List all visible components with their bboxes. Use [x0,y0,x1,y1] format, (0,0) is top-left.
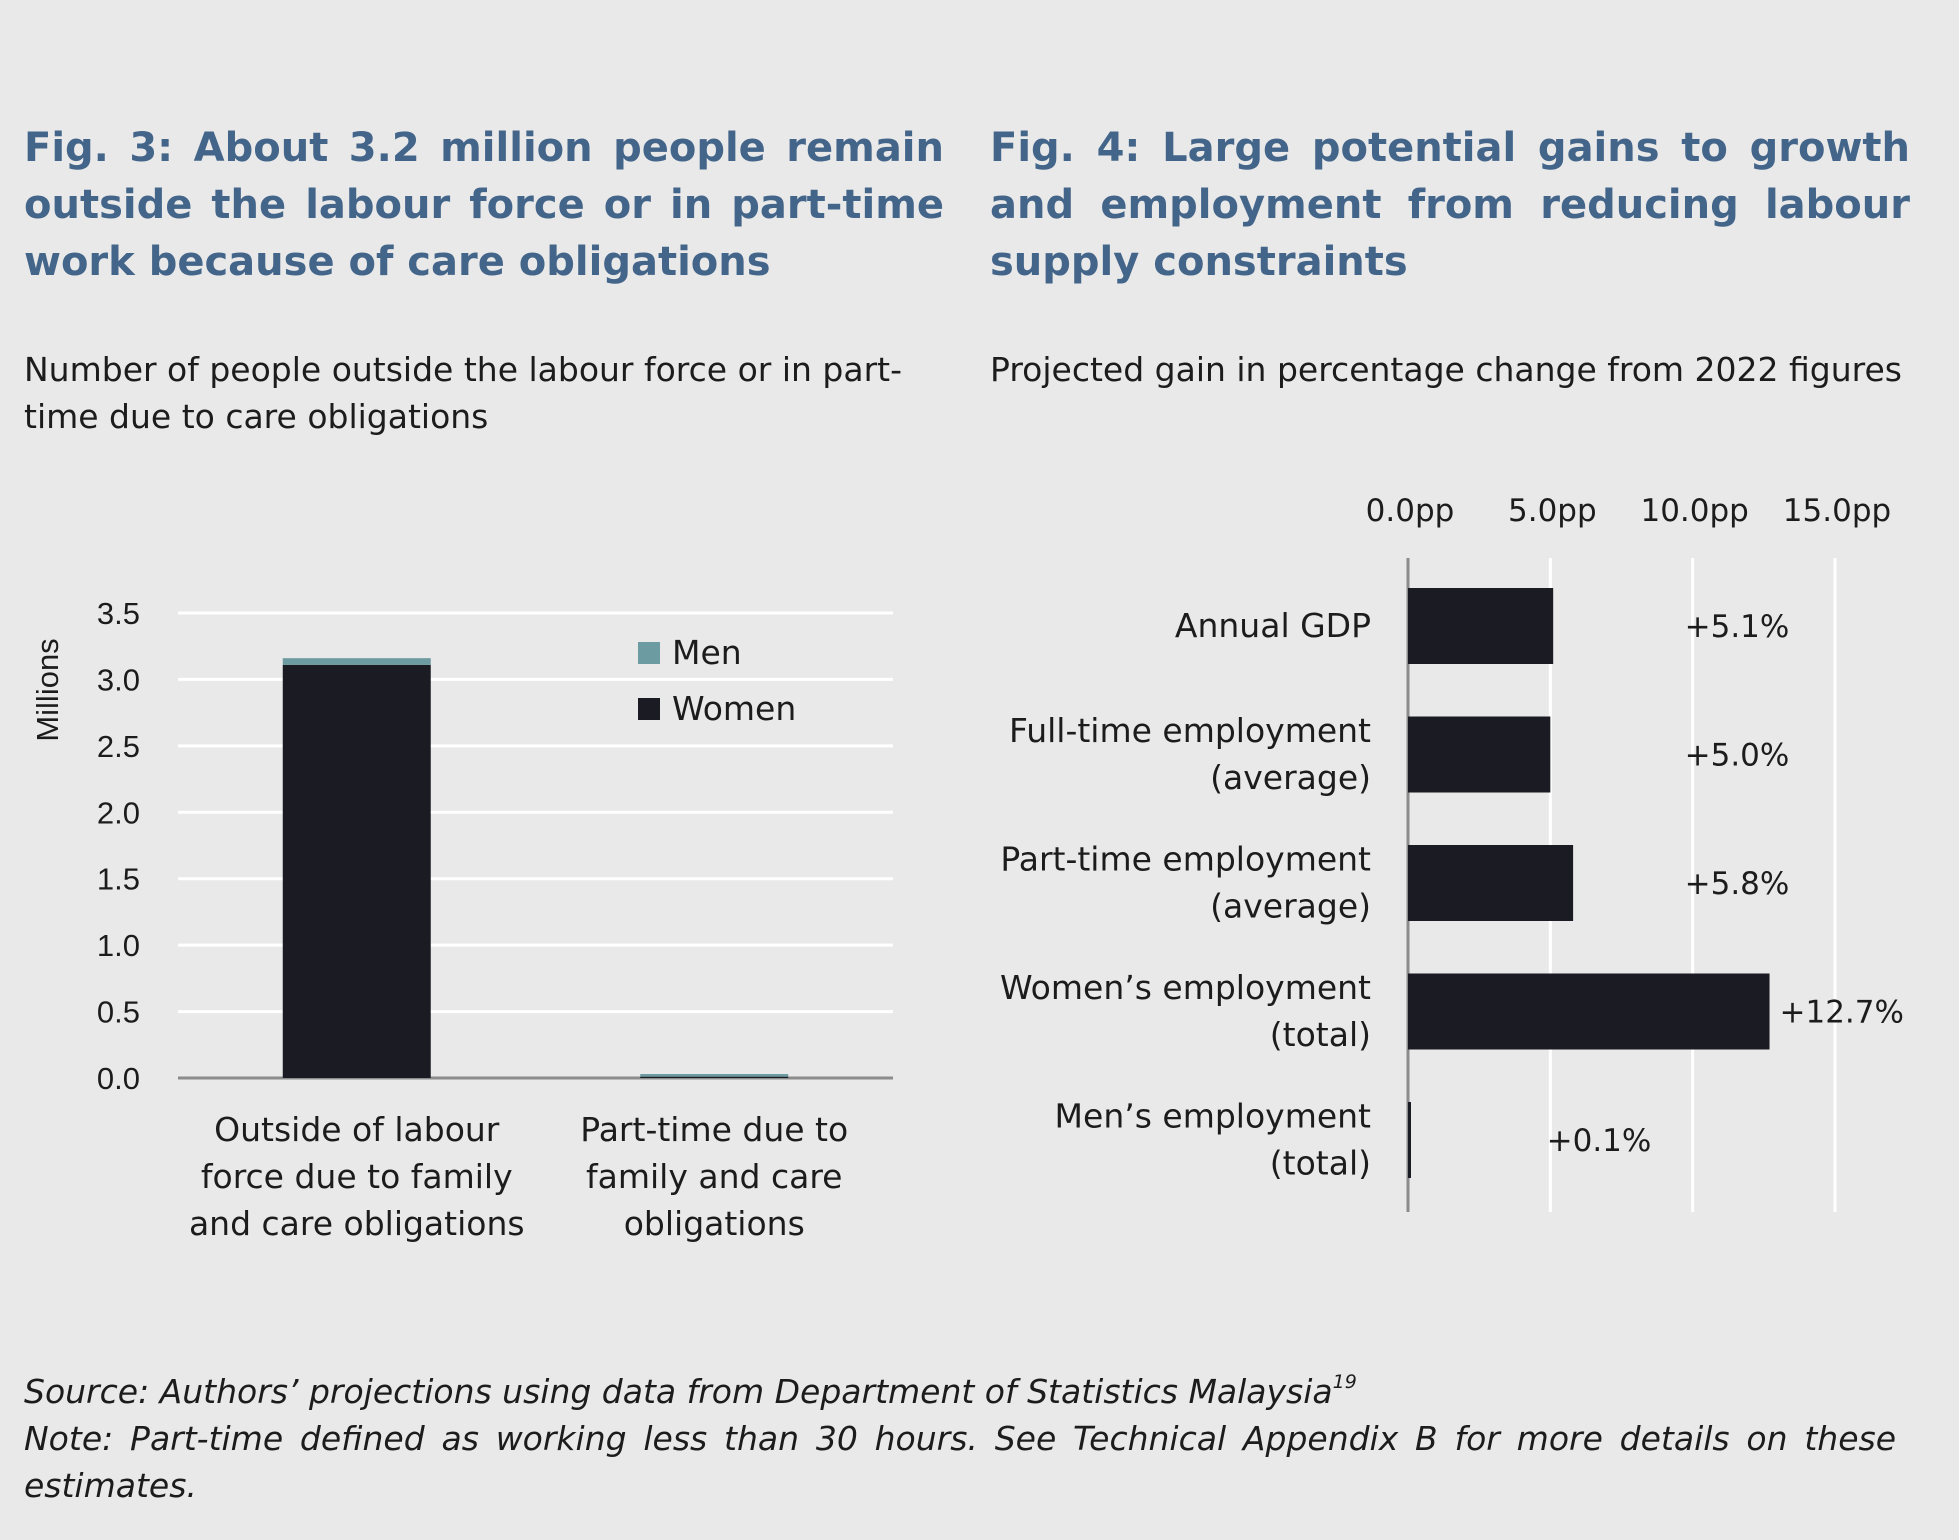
data-label: +12.7% [1780,995,1904,1031]
source-note: Source: Authors’ projections using data … [24,1368,1896,1415]
bar [1408,588,1554,664]
y-tick-label: 2.5 [97,729,140,764]
y-category-label: Full-time employment (average) [1009,711,1371,797]
data-label: +0.1% [1547,1123,1652,1159]
y-tick-label: 1.0 [97,928,140,963]
x-category-label: Outside of labour force due to family and … [189,1110,525,1243]
x-tick-label: 10.0pp [1640,493,1748,529]
y-tick-label: 2.0 [97,795,140,830]
x-category-label-line: force due to family [201,1157,513,1196]
y-category-label: Annual GDP [1175,606,1371,645]
fig4-horizontal-bar-chart: 0.0pp 5.0pp 10.0pp 15.0pp Annual GDP +5.1% Ful… [1000,493,1904,1212]
y-category-label-line: (total) [1270,1015,1371,1054]
chart-footer: Source: Authors’ projections using data … [24,1368,1896,1509]
y-tick-label: 3.0 [97,662,140,697]
source-text: Source: Authors’ projections using data … [24,1372,1333,1411]
x-category-label-line: and care obligations [189,1204,525,1243]
y-tick-label: 3.5 [97,596,140,631]
y-category-label-line: (average) [1210,758,1371,797]
y-category-label: Women’s employment (total) [1000,968,1371,1054]
footnote: Note: Part-time defined as working less … [24,1419,1896,1505]
fig3-title: Fig. 3: About 3.2 million people remain … [24,125,944,285]
x-category-label-line: obligations [624,1204,805,1243]
legend-label-men: Men [672,633,742,672]
y-tick-label: 0.0 [97,1061,140,1096]
x-category-label: Part-time due to family and care obligatio… [580,1110,848,1243]
bar [1408,716,1551,793]
bar-men [282,658,431,665]
y-category-label-line: (average) [1210,887,1371,926]
y-tick-label: 0.5 [97,995,140,1030]
source-footnote-ref: 19 [1332,1371,1357,1393]
fig3-stacked-bar-chart: 0.0 0.5 1.0 1.5 2.0 2.5 3.0 3.5 Millions Outside … [30,596,893,1243]
bar-women [640,1076,789,1078]
y-tick-label: 1.5 [97,862,140,897]
legend-swatch-women [638,698,660,720]
bar [1408,845,1574,921]
fig4-subtitle: Projected gain in percentage change from… [990,350,1902,389]
x-category-label-line: Outside of labour [214,1110,500,1149]
x-tick-label: 0.0pp [1366,493,1455,529]
fig3-subtitle: Number of people outside the labour forc… [24,350,902,436]
y-category-label-line: Annual GDP [1175,606,1371,645]
x-tick-label: 5.0pp [1508,493,1597,529]
bar-men [640,1074,789,1077]
x-tick-label: 15.0pp [1783,493,1891,529]
x-category-label-line: Part-time due to [580,1110,848,1149]
data-label: +5.0% [1685,738,1790,774]
y-category-label-line: (total) [1270,1144,1371,1183]
data-label: +5.1% [1685,609,1790,645]
bar [1408,973,1770,1050]
y-axis-label: Millions [30,638,65,741]
y-category-label-line: Part-time employment [1000,840,1371,879]
legend-label-women: Women [672,689,796,728]
y-category-label: Part-time employment (average) [1000,840,1371,926]
fig4-title: Fig. 4: Large potential gains to growth … [990,125,1910,285]
y-category-label-line: Men’s employment [1055,1097,1372,1136]
y-category-label-line: Full-time employment [1009,711,1371,750]
legend-swatch-men [638,642,660,664]
bar-women [282,664,431,1078]
y-category-label-line: Women’s employment [1000,968,1371,1007]
x-category-label-line: family and care [586,1157,842,1196]
y-category-label: Men’s employment (total) [1055,1097,1372,1183]
data-label: +5.8% [1685,866,1790,902]
bar [1408,1102,1411,1178]
